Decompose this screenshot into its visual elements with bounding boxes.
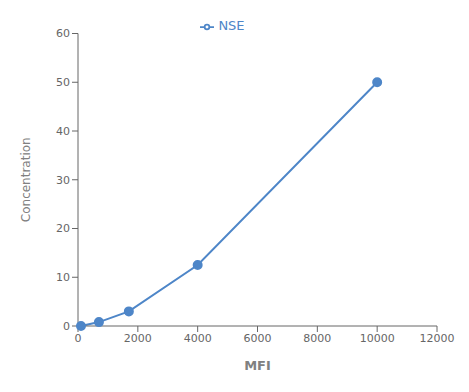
svg-text:50: 50 — [56, 76, 70, 89]
svg-text:60: 60 — [56, 27, 70, 40]
svg-text:2000: 2000 — [124, 332, 152, 345]
svg-text:40: 40 — [56, 125, 70, 138]
svg-text:4000: 4000 — [184, 332, 212, 345]
svg-text:8000: 8000 — [303, 332, 331, 345]
svg-text:Concentration: Concentration — [19, 137, 33, 222]
svg-text:0: 0 — [63, 320, 70, 333]
svg-text:30: 30 — [56, 174, 70, 187]
svg-text:MFI: MFI — [244, 358, 271, 373]
svg-text:20: 20 — [56, 222, 70, 235]
svg-text:10: 10 — [56, 271, 70, 284]
svg-text:0: 0 — [75, 332, 82, 345]
svg-text:10000: 10000 — [360, 332, 395, 345]
svg-text:6000: 6000 — [244, 332, 272, 345]
svg-text:12000: 12000 — [420, 332, 455, 345]
html-text:NSE: NSE — [218, 18, 245, 33]
